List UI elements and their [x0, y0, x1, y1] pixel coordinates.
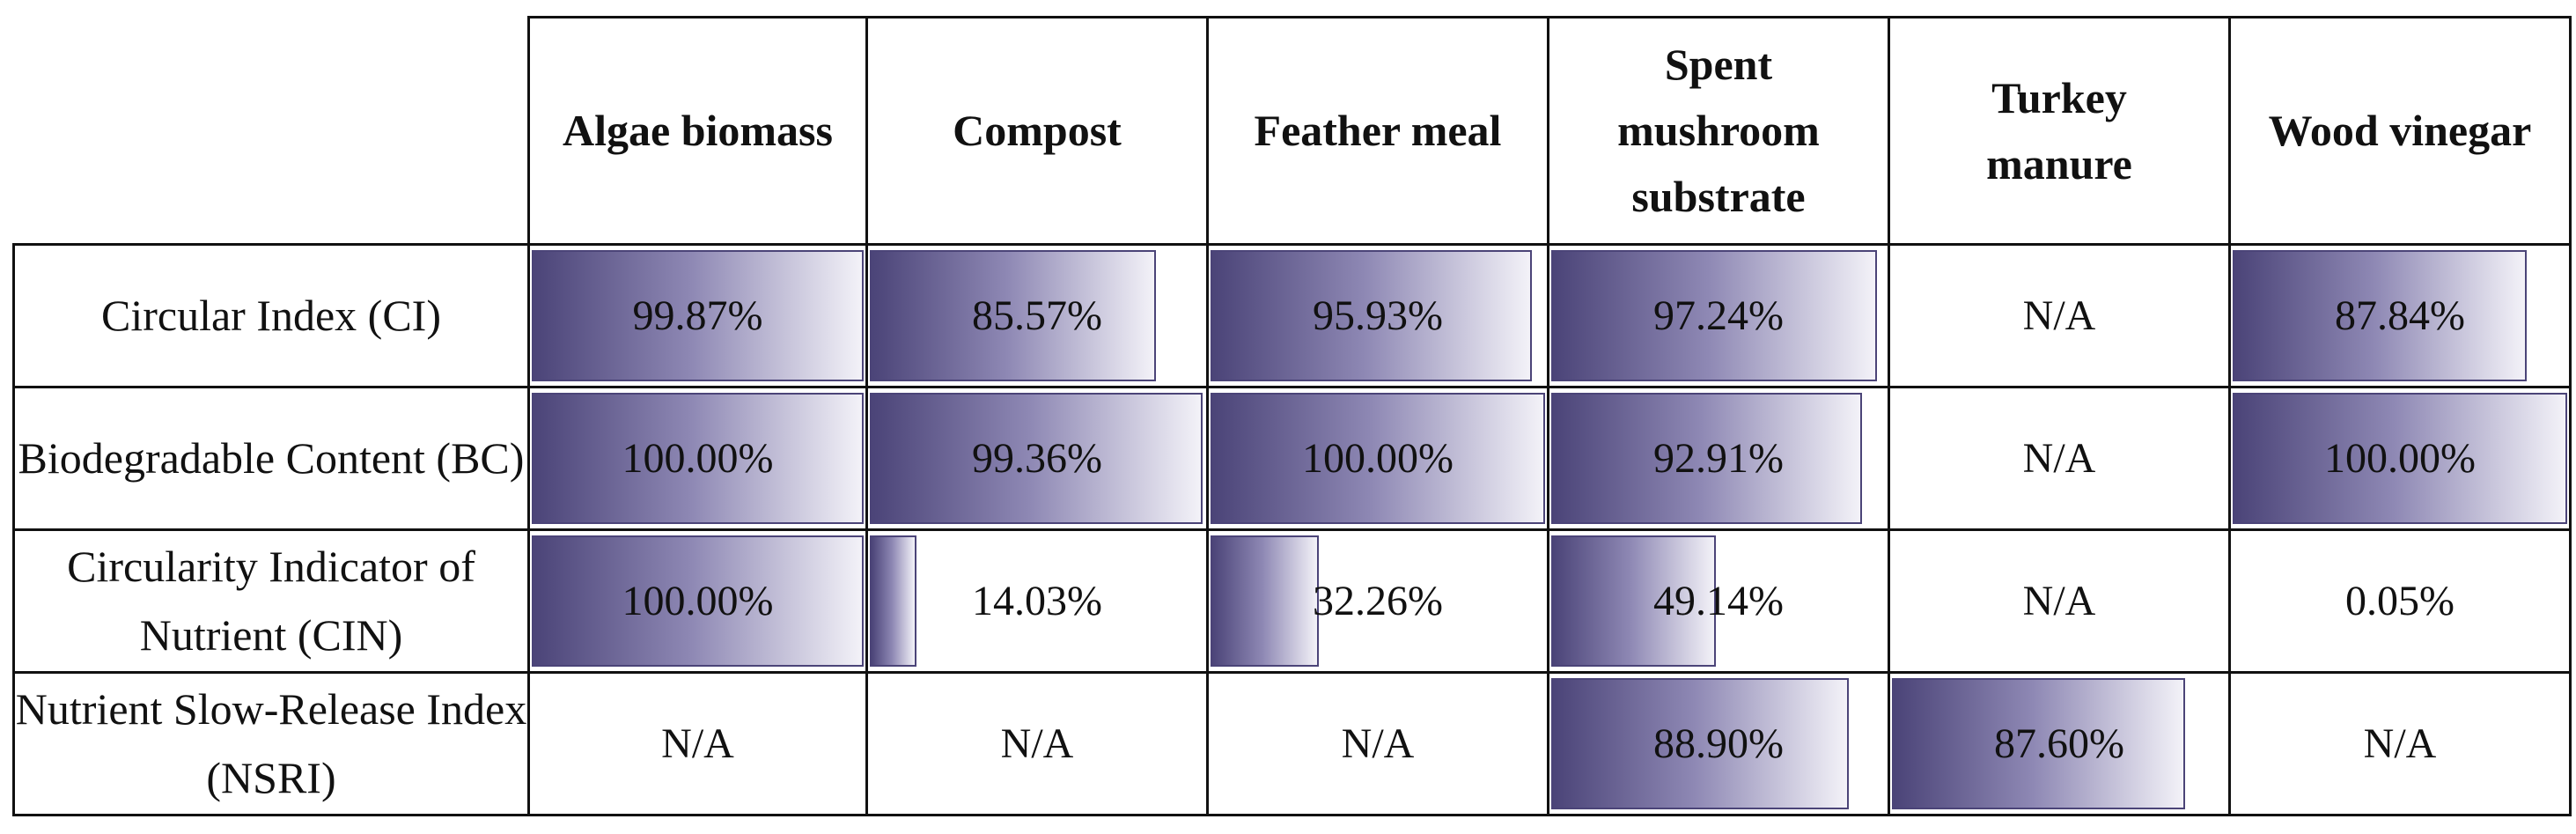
- corner-cell: [13, 17, 530, 246]
- data-bar: [1892, 678, 2185, 809]
- table-row: Circular Index (CI) 99.87% 85.57% 95.93%…: [12, 243, 2572, 388]
- table-cell: N/A: [865, 671, 1209, 816]
- table-cell: 85.57%: [865, 243, 1209, 388]
- row-label: Circularity Indicator of Nutrient (CIN): [12, 528, 530, 674]
- column-header: Turkey manure: [1888, 16, 2231, 246]
- column-header: Spent mushroom substrate: [1547, 16, 1890, 246]
- cell-value: N/A: [661, 720, 734, 767]
- table-cell: 88.90%: [1547, 671, 1890, 816]
- cell-value: 88.90%: [1653, 720, 1784, 767]
- table-cell: N/A: [1888, 243, 2231, 388]
- cell-value: 49.14%: [1653, 578, 1784, 624]
- cell-value: N/A: [2363, 720, 2437, 767]
- cell-value: N/A: [2022, 292, 2096, 339]
- cell-value: N/A: [1000, 720, 1074, 767]
- row-label: Circular Index (CI): [12, 243, 530, 388]
- cell-value: 100.00%: [1302, 435, 1454, 482]
- data-bar: [532, 393, 864, 524]
- data-bar: [1551, 678, 1849, 809]
- table-cell: N/A: [1888, 528, 2231, 674]
- cell-value: 87.84%: [2335, 292, 2465, 339]
- table-cell: 100.00%: [527, 528, 868, 674]
- table-cell: 100.00%: [527, 386, 868, 531]
- cell-value: 85.57%: [972, 292, 1102, 339]
- header-row: Algae biomass Compost Feather meal Spent…: [13, 16, 2572, 246]
- column-header: Algae biomass: [527, 16, 868, 246]
- cell-value: 87.60%: [1994, 720, 2124, 767]
- column-header: Compost: [865, 16, 1209, 246]
- data-bar: [1551, 393, 1863, 524]
- table-cell: N/A: [527, 671, 868, 816]
- data-bar: [532, 250, 864, 381]
- table-cell: 87.60%: [1888, 671, 2231, 816]
- column-header: Wood vinegar: [2228, 16, 2572, 246]
- cell-value: 14.03%: [972, 578, 1102, 624]
- data-bar: [1551, 250, 1877, 381]
- cell-value: N/A: [1341, 720, 1415, 767]
- data-bar-table: Algae biomass Compost Feather meal Spent…: [12, 16, 2572, 816]
- data-bar: [1211, 393, 1545, 524]
- table-cell: 95.93%: [1206, 243, 1549, 388]
- cell-value: 99.36%: [972, 435, 1102, 482]
- data-bar: [2233, 393, 2567, 524]
- table-row: Nutrient Slow-Release Index (NSRI) N/A N…: [12, 671, 2572, 816]
- cell-value: 92.91%: [1653, 435, 1784, 482]
- cell-value: N/A: [2022, 435, 2096, 482]
- data-bar: [2233, 250, 2527, 381]
- data-bar: [1211, 535, 1319, 667]
- table-row: Biodegradable Content (BC) 100.00% 99.36…: [12, 386, 2572, 531]
- table-cell: 14.03%: [865, 528, 1209, 674]
- column-header: Feather meal: [1206, 16, 1549, 246]
- cell-value: 97.24%: [1653, 292, 1784, 339]
- data-bar: [870, 535, 917, 667]
- table-cell: 100.00%: [1206, 386, 1549, 531]
- cell-value: 100.00%: [622, 435, 774, 482]
- table-cell: 92.91%: [1547, 386, 1890, 531]
- table-cell: 87.84%: [2228, 243, 2572, 388]
- table-cell: 99.87%: [527, 243, 868, 388]
- table-cell: 99.36%: [865, 386, 1209, 531]
- data-bar: [870, 250, 1157, 381]
- data-bar: [870, 393, 1203, 524]
- cell-value: 100.00%: [622, 578, 774, 624]
- cell-value: 95.93%: [1313, 292, 1443, 339]
- table-cell: 0.05%: [2228, 528, 2572, 674]
- cell-value: 0.05%: [2345, 578, 2455, 624]
- data-bar: [532, 535, 864, 667]
- row-label: Biodegradable Content (BC): [12, 386, 530, 531]
- table-cell: 32.26%: [1206, 528, 1549, 674]
- cell-value: 100.00%: [2324, 435, 2476, 482]
- table-cell: 97.24%: [1547, 243, 1890, 388]
- data-bar: [1551, 535, 1716, 667]
- cell-value: 99.87%: [632, 292, 763, 339]
- table-row: Circularity Indicator of Nutrient (CIN) …: [12, 528, 2572, 674]
- table-cell: N/A: [1888, 386, 2231, 531]
- table-cell: 49.14%: [1547, 528, 1890, 674]
- row-label: Nutrient Slow-Release Index (NSRI): [12, 671, 530, 816]
- cell-value: N/A: [2022, 578, 2096, 624]
- table-cell: 100.00%: [2228, 386, 2572, 531]
- cell-value: 32.26%: [1313, 578, 1443, 624]
- table-cell: N/A: [1206, 671, 1549, 816]
- table-cell: N/A: [2228, 671, 2572, 816]
- data-bar: [1211, 250, 1532, 381]
